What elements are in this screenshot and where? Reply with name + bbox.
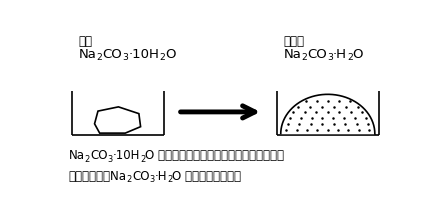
Text: CO: CO xyxy=(90,149,107,162)
Text: Na: Na xyxy=(69,149,84,162)
Text: 3: 3 xyxy=(327,53,333,62)
Text: 3: 3 xyxy=(107,155,113,164)
Text: O: O xyxy=(165,48,176,61)
Text: 2: 2 xyxy=(167,175,172,184)
Text: CO: CO xyxy=(132,170,150,183)
Text: 2: 2 xyxy=(347,53,353,62)
Text: 粉末状: 粉末状 xyxy=(283,35,304,48)
Text: O: O xyxy=(353,48,363,61)
Text: CO: CO xyxy=(103,48,122,61)
Text: 失って粉末のNa: 失って粉末のNa xyxy=(69,170,127,183)
Text: CO: CO xyxy=(307,48,327,61)
Text: 2: 2 xyxy=(301,53,307,62)
Polygon shape xyxy=(281,94,375,134)
Text: 2: 2 xyxy=(127,175,132,184)
Text: 2: 2 xyxy=(140,155,145,164)
Text: O の結晶を空気中に放置すると、水和水を: O の結晶を空気中に放置すると、水和水を xyxy=(145,149,284,162)
Text: 結晶: 結晶 xyxy=(79,35,93,48)
Text: 2: 2 xyxy=(159,53,165,62)
Text: Na: Na xyxy=(283,48,301,61)
Text: 3: 3 xyxy=(122,53,128,62)
Text: ·H: ·H xyxy=(333,48,347,61)
Text: O になる。（風解）: O になる。（風解） xyxy=(172,170,242,183)
Text: ·H: ·H xyxy=(154,170,167,183)
Text: 2: 2 xyxy=(97,53,103,62)
Text: 2: 2 xyxy=(84,155,90,164)
Text: ·10H: ·10H xyxy=(113,149,140,162)
Text: 3: 3 xyxy=(150,175,154,184)
Text: ·10H: ·10H xyxy=(128,48,159,61)
Text: Na: Na xyxy=(79,48,97,61)
